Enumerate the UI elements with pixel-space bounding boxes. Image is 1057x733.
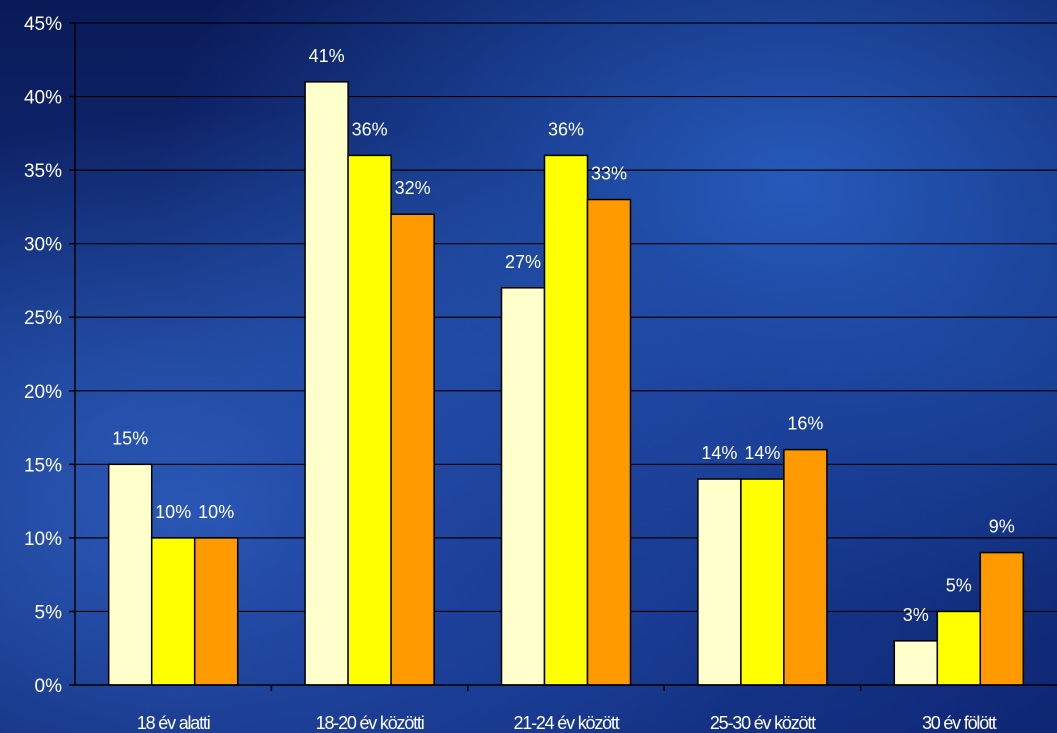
data-label: 14%	[701, 443, 737, 463]
y-tick-label: 0%	[35, 676, 63, 697]
axes	[69, 22, 1057, 691]
labels: 0% 5% 10% 15% 20% 25% 30% 35% 40% 45% 15% 10% 10% 18 …	[24, 14, 1015, 733]
data-label: 3%	[903, 605, 929, 625]
data-label: 16%	[787, 414, 823, 434]
bar	[500, 287, 546, 686]
y-tick-label: 30%	[24, 235, 62, 256]
y-tick-label: 45%	[24, 14, 62, 35]
data-label: 5%	[946, 575, 972, 595]
x-category-label: 18 év alatti	[137, 713, 210, 733]
bar	[150, 537, 196, 686]
bar	[586, 198, 632, 686]
bar	[783, 448, 828, 686]
y-tick-label: 40%	[24, 88, 62, 109]
bars	[107, 81, 1025, 686]
bar	[936, 610, 982, 686]
data-label: 9%	[989, 517, 1015, 537]
x-category-label: 21-24 év között	[513, 713, 619, 733]
data-label: 41%	[309, 46, 345, 66]
data-label: 36%	[352, 119, 388, 139]
y-tick-label: 35%	[24, 161, 62, 182]
data-label: 10%	[198, 502, 234, 522]
y-tick-label: 25%	[24, 308, 62, 329]
y-tick-label: 5%	[35, 602, 63, 623]
x-category-label: 25-30 év között	[710, 713, 816, 733]
y-tick-label: 15%	[24, 455, 62, 476]
bar	[740, 478, 785, 686]
y-tick-label: 20%	[24, 382, 62, 403]
data-label: 15%	[112, 428, 148, 448]
bar	[893, 640, 939, 686]
x-category-label: 18-20 év közötti	[316, 713, 424, 733]
data-label: 27%	[505, 252, 541, 272]
bar	[107, 463, 153, 686]
bar	[543, 154, 589, 686]
y-tick-label: 10%	[24, 529, 62, 550]
data-label: 36%	[548, 119, 584, 139]
bar	[697, 478, 742, 686]
data-label: 14%	[744, 443, 780, 463]
data-label: 33%	[591, 164, 627, 184]
bar	[304, 81, 349, 686]
bar	[979, 551, 1025, 686]
bar	[193, 537, 239, 686]
x-category-label: 30 év fölött	[922, 713, 997, 733]
data-label: 32%	[395, 178, 431, 198]
bar	[390, 213, 435, 686]
bar	[347, 154, 392, 686]
data-label: 10%	[155, 502, 191, 522]
